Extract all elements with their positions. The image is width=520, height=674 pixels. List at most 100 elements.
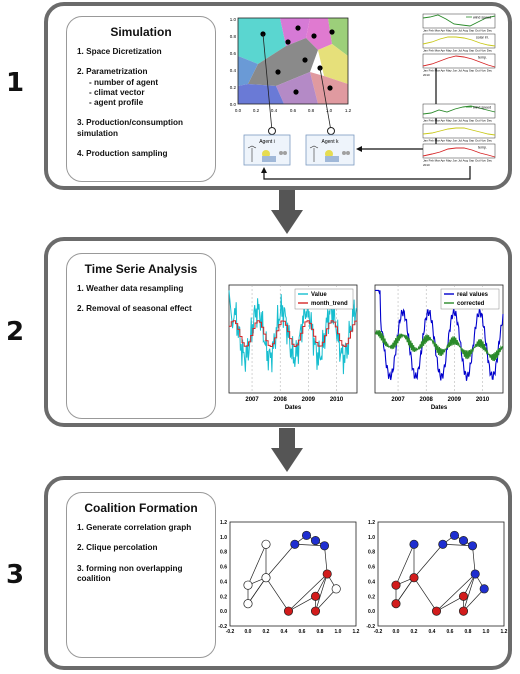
year-label: 2010 bbox=[423, 163, 430, 167]
month-axis: Jan Feb Mar Apr May Jun Jul Aug Sep Oct … bbox=[423, 139, 493, 143]
y-tick-label: 0.2 bbox=[368, 594, 375, 600]
tick-label: 0.6 bbox=[290, 108, 297, 113]
y-tick-label: 0.4 bbox=[368, 579, 375, 585]
month-axis: Jan Feb Mar Apr May Jun Jul Aug Sep Oct … bbox=[423, 119, 493, 123]
tick-label: 0.2 bbox=[230, 85, 237, 90]
graph-edge bbox=[288, 595, 316, 612]
step-item: 1. Space Dicretization bbox=[77, 47, 162, 56]
time-series-chart-trend: 2007 2008 2009 2010 Dates Value month_trend bbox=[228, 284, 358, 411]
x-axis-label: Dates bbox=[431, 405, 448, 411]
graph-edge bbox=[436, 595, 464, 612]
voronoi-plot: 0.0 0.2 0.4 0.6 0.8 1.0 0.0 0.2 0.4 0.6 … bbox=[230, 17, 352, 135]
time-series-chart-corrected: 2007 2008 2009 2010 Dates real values correcte… bbox=[374, 284, 504, 411]
x-tick-label: 0.8 bbox=[465, 629, 472, 635]
tick-label: 0.0 bbox=[235, 108, 242, 113]
x-tick-label: 0.0 bbox=[245, 629, 252, 635]
tick-label: 0.8 bbox=[308, 108, 315, 113]
y-tick-label: 0.0 bbox=[368, 609, 375, 615]
stage-panel-simulation: Simulation 1. Space Dicretization 2. Par… bbox=[44, 2, 512, 190]
legend-label: solar irr. bbox=[476, 36, 489, 40]
graph-edge bbox=[288, 573, 328, 612]
graph-node bbox=[319, 541, 330, 551]
graph-node bbox=[438, 539, 448, 549]
graph-node bbox=[449, 530, 460, 540]
x-tick-label: 1.2 bbox=[501, 629, 508, 635]
x-tick-label: 0.8 bbox=[317, 629, 324, 635]
stage-panel-coalition: Coalition Formation 1. Generate correlat… bbox=[44, 476, 512, 670]
x-axis-label: Dates bbox=[285, 405, 302, 411]
graph-node bbox=[470, 569, 480, 579]
legend-label: wind speed bbox=[473, 16, 491, 20]
weather-chart-group-1: wind speed Jan Feb Mar Apr May Jun Jul A… bbox=[422, 13, 496, 77]
agent-box-i: Agent i bbox=[243, 134, 291, 166]
x-tick-label: 0.2 bbox=[411, 629, 418, 635]
correlation-graph-cliques: -0.2 0.0 0.2 0.4 0.6 0.8 1.0 1.2 -0.2 0.0 0.2 0.4 0.… bbox=[218, 520, 359, 635]
tick-label: 0.8 bbox=[230, 34, 237, 39]
legend-label: month_trend bbox=[311, 301, 348, 307]
y-tick-label: 1.2 bbox=[368, 520, 375, 526]
graph-node bbox=[301, 530, 312, 540]
graph-node bbox=[261, 573, 271, 583]
agent-label: Agent i bbox=[259, 139, 275, 145]
step-list: 1. Space Dicretization 2. Parametrizatio… bbox=[77, 47, 205, 159]
x-tick-label: 1.0 bbox=[483, 629, 490, 635]
y-tick-label: 0.2 bbox=[220, 594, 227, 600]
time-series-charts: 2007 2008 2009 2010 Dates Value month_trend 20… bbox=[228, 284, 504, 411]
y-tick-label: -0.2 bbox=[366, 624, 375, 630]
step-subitem: - climat vector bbox=[89, 87, 145, 97]
y-tick-label: 0.4 bbox=[220, 579, 227, 585]
graph-node bbox=[331, 584, 341, 594]
graph-node bbox=[290, 539, 300, 549]
step-list: 1. Generate correlation graph 2. Clique … bbox=[77, 523, 205, 584]
graph-edge bbox=[463, 573, 476, 612]
graph-node bbox=[283, 606, 294, 616]
graph-node bbox=[391, 580, 401, 590]
y-tick-label: 0.8 bbox=[368, 550, 375, 556]
graph-node bbox=[458, 606, 469, 616]
tick-label: 0.4 bbox=[271, 108, 278, 113]
step-item: 2. Removal of seasonal effect bbox=[77, 304, 192, 314]
legend-label: Value bbox=[311, 292, 327, 298]
tick-label: 1.0 bbox=[326, 108, 333, 113]
graph-node bbox=[458, 536, 469, 546]
graph-node bbox=[310, 536, 321, 546]
graph-node bbox=[409, 573, 419, 583]
graph-edge bbox=[472, 545, 476, 575]
stage-number-1: 1 bbox=[6, 68, 25, 98]
graph-node bbox=[467, 541, 478, 551]
graph-edge bbox=[294, 543, 325, 547]
legend-box bbox=[294, 288, 354, 310]
x-tick-label: 1.2 bbox=[353, 629, 360, 635]
x-tick-label: 1.0 bbox=[335, 629, 342, 635]
y-tick-label: 0.8 bbox=[220, 550, 227, 556]
y-tick-label: 0.6 bbox=[368, 565, 375, 571]
x-tick-label: 2008 bbox=[420, 397, 434, 403]
steps-card-simulation: Simulation 1. Space Dicretization 2. Par… bbox=[66, 16, 216, 182]
tick-label: 0.4 bbox=[230, 68, 237, 73]
legend-label: wind speed bbox=[473, 106, 491, 110]
step-item: 4. Production sampling bbox=[77, 148, 168, 158]
graph-node bbox=[322, 569, 332, 579]
x-tick-label: 0.6 bbox=[299, 629, 306, 635]
graph-edge bbox=[315, 588, 337, 612]
graph-edge bbox=[436, 573, 476, 612]
step-item: 2. Parametrization - number of agent - c… bbox=[77, 67, 205, 108]
stage-number-3: 3 bbox=[6, 560, 25, 590]
graph-node bbox=[431, 606, 442, 616]
stage-number-2: 2 bbox=[6, 317, 25, 347]
legend-label: corrected bbox=[457, 301, 485, 307]
graph-edge bbox=[265, 544, 296, 578]
y-tick-label: 0.6 bbox=[220, 565, 227, 571]
graph-node bbox=[479, 584, 489, 594]
stage-title: Coalition Formation bbox=[84, 501, 198, 515]
stage-title: Simulation bbox=[110, 25, 172, 39]
down-arrow-icon bbox=[271, 428, 303, 472]
graph-edge bbox=[247, 577, 267, 604]
graph-node bbox=[391, 599, 401, 609]
x-tick-label: 2010 bbox=[476, 397, 490, 403]
step-list: 1. Weather data resampling 2. Removal of… bbox=[77, 284, 205, 315]
plot-frame bbox=[377, 521, 505, 627]
tick-label: 1.2 bbox=[345, 108, 352, 113]
agent-label: Agent k bbox=[322, 139, 339, 145]
agent-box-k: Agent k bbox=[305, 134, 355, 166]
